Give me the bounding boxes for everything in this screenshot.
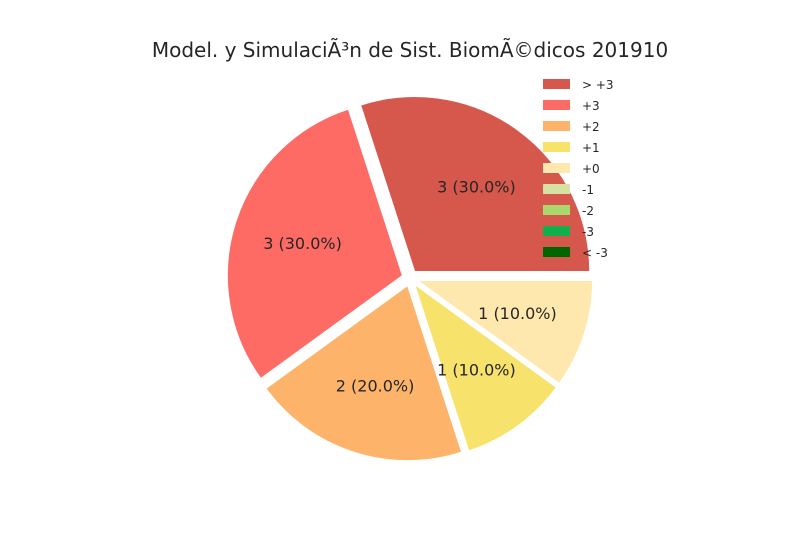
legend-swatch-4 xyxy=(543,163,570,173)
pie-slice-labels: 3 (30.0%) 3 (30.0%) 2 (20.0%) 1 (10.0%) 1 (1… xyxy=(263,178,557,396)
legend-label-8: < -3 xyxy=(582,246,608,260)
legend-label-0: > +3 xyxy=(582,78,614,92)
legend-swatch-2 xyxy=(543,121,570,131)
legend-swatch-8 xyxy=(543,247,570,257)
legend: > +3 +3 +2 +1 +0 -1 -2 -3 < -3 xyxy=(543,78,614,260)
pie-slice-2 xyxy=(265,284,463,462)
pie-slice-label-3: 1 (10.0%) xyxy=(437,360,516,379)
pie-slice-3 xyxy=(413,283,557,452)
legend-label-2: +2 xyxy=(582,120,600,134)
legend-swatch-1 xyxy=(543,100,570,110)
pie-slice-label-0: 3 (30.0%) xyxy=(437,178,516,197)
legend-label-5: -1 xyxy=(582,183,594,197)
pie-slice-4 xyxy=(416,279,594,385)
legend-swatch-7 xyxy=(543,226,570,236)
legend-label-6: -2 xyxy=(582,204,594,218)
legend-label-1: +3 xyxy=(582,99,600,113)
legend-label-3: +1 xyxy=(582,141,600,155)
legend-swatch-5 xyxy=(543,184,570,194)
pie-slice-label-4: 1 (10.0%) xyxy=(478,304,557,323)
pie-slices xyxy=(226,96,594,462)
pie-slice-label-1: 3 (30.0%) xyxy=(263,234,342,253)
legend-swatch-3 xyxy=(543,142,570,152)
pie-slice-0 xyxy=(359,96,591,273)
legend-label-7: -3 xyxy=(582,225,594,239)
legend-swatch-0 xyxy=(543,79,570,89)
chart-title: Model. y SimulaciÃ³n de Sist. BiomÃ©dico… xyxy=(152,38,668,62)
legend-label-4: +0 xyxy=(582,162,600,176)
pie-slice-label-2: 2 (20.0%) xyxy=(336,376,415,395)
legend-swatch-6 xyxy=(543,205,570,215)
pie-slice-1 xyxy=(226,108,403,380)
